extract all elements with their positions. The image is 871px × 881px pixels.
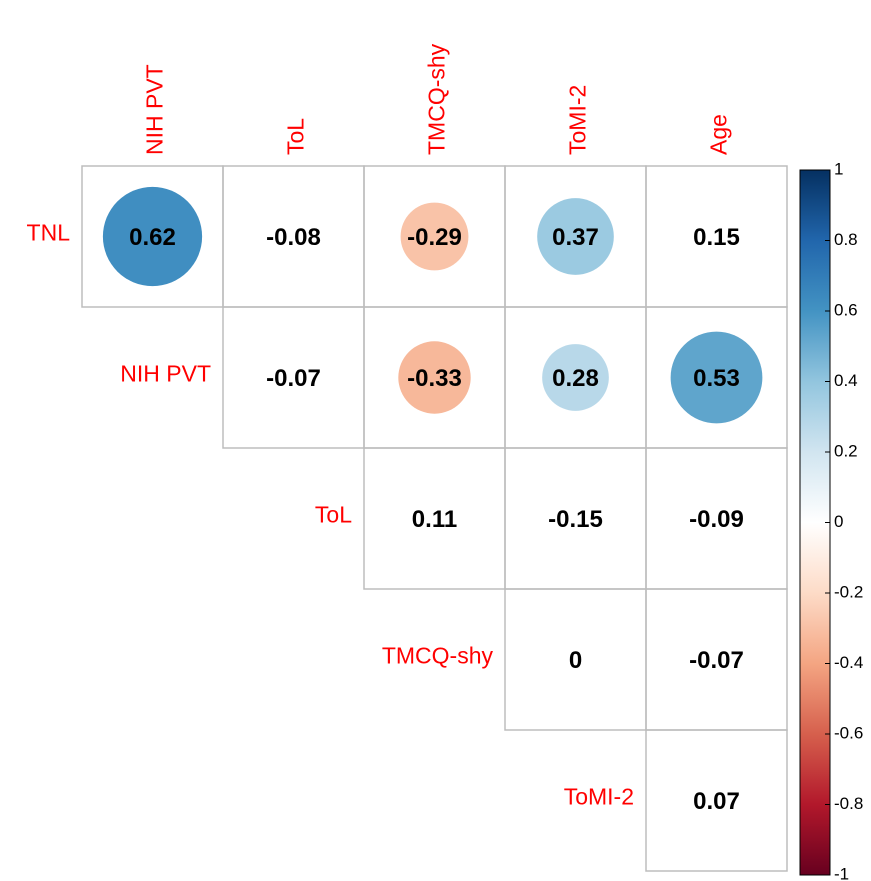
colorbar-tick-label: 0.4 <box>834 371 858 390</box>
colorbar-tick-label: 0 <box>834 512 843 531</box>
value-label: 0.11 <box>412 506 457 533</box>
value-label: 0.37 <box>552 224 599 251</box>
value-label: 0.15 <box>693 224 740 251</box>
value-label: -0.07 <box>266 365 321 392</box>
colorbar-tick-label: 1 <box>834 159 843 178</box>
value-label: -0.09 <box>689 506 744 533</box>
column-label: NIH PVT <box>142 64 168 155</box>
colorbar-tick-label: -0.8 <box>834 794 863 813</box>
row-label: TNL <box>27 220 71 246</box>
corr-circle <box>398 341 471 414</box>
corr-circle <box>400 202 469 271</box>
colorbar-tick-label: -1 <box>834 864 849 881</box>
colorbar-tick-label: 0.8 <box>834 230 858 249</box>
value-label: 0.53 <box>693 365 740 392</box>
value-label: 0.07 <box>693 788 740 815</box>
corr-circle <box>537 198 614 275</box>
column-label: ToL <box>283 118 309 155</box>
value-label: 0.28 <box>552 365 599 392</box>
corr-circle <box>542 344 609 411</box>
row-label: ToMI-2 <box>564 784 634 810</box>
colorbar-tick-label: -0.4 <box>834 653 863 672</box>
row-label: TMCQ-shy <box>382 643 494 669</box>
colorbar-tick-label: 0.2 <box>834 441 858 460</box>
column-label: TMCQ-shy <box>424 43 450 155</box>
value-label: -0.08 <box>266 224 321 251</box>
column-label: Age <box>706 114 732 155</box>
value-label: -0.07 <box>689 647 744 674</box>
colorbar-tick-label: -0.2 <box>834 582 863 601</box>
corr-circle <box>670 331 763 424</box>
colorbar-tick-label: 0.6 <box>834 300 858 319</box>
row-label: ToL <box>315 502 352 528</box>
value-label: -0.33 <box>407 365 462 392</box>
value-label: -0.15 <box>548 506 603 533</box>
corr-circle <box>102 186 203 287</box>
value-label: 0 <box>569 647 582 674</box>
column-label: ToMI-2 <box>565 85 591 155</box>
colorbar-tick-label: -0.6 <box>834 723 863 742</box>
cell <box>645 729 788 872</box>
value-label: 0.62 <box>129 224 176 251</box>
row-label: NIH PVT <box>120 361 211 387</box>
value-label: -0.29 <box>407 224 462 251</box>
